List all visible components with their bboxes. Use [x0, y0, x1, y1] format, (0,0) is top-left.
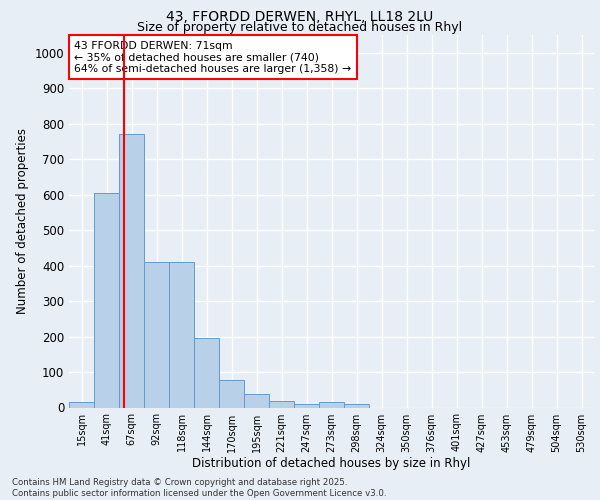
Bar	[94, 193, 119, 408]
Bar	[319, 402, 344, 407]
Bar	[69, 402, 94, 407]
Bar	[294, 404, 319, 407]
Text: 43, FFORDD DERWEN, RHYL, LL18 2LU: 43, FFORDD DERWEN, RHYL, LL18 2LU	[166, 10, 434, 24]
Bar	[344, 404, 369, 407]
Y-axis label: Number of detached properties: Number of detached properties	[16, 128, 29, 314]
Bar	[219, 380, 244, 407]
Bar	[269, 401, 294, 407]
X-axis label: Distribution of detached houses by size in Rhyl: Distribution of detached houses by size …	[193, 458, 470, 470]
Text: Contains HM Land Registry data © Crown copyright and database right 2025.
Contai: Contains HM Land Registry data © Crown c…	[12, 478, 386, 498]
Bar	[194, 338, 219, 407]
Text: 43 FFORDD DERWEN: 71sqm
← 35% of detached houses are smaller (740)
64% of semi-d: 43 FFORDD DERWEN: 71sqm ← 35% of detache…	[74, 40, 352, 74]
Bar	[244, 394, 269, 407]
Text: Size of property relative to detached houses in Rhyl: Size of property relative to detached ho…	[137, 21, 463, 34]
Bar	[119, 134, 144, 407]
Bar	[144, 262, 169, 408]
Bar	[169, 262, 194, 408]
